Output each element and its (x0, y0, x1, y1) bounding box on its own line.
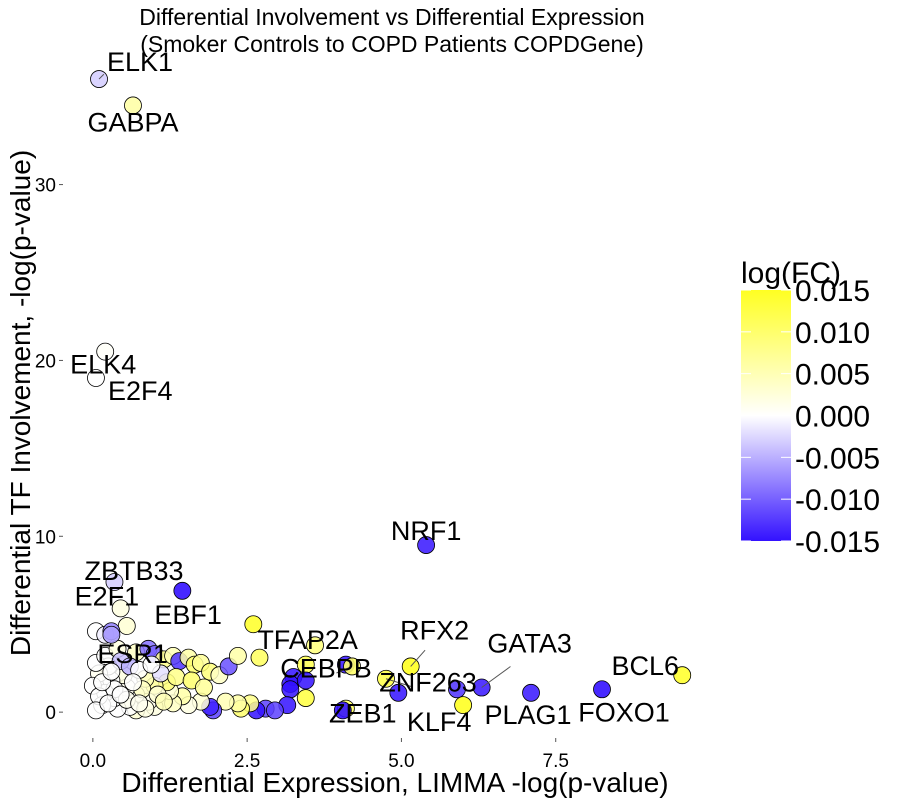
data-point-gabpa (124, 96, 142, 115)
legend-title: log(FC) (741, 257, 841, 290)
y-tick-label: 20 (35, 351, 56, 372)
data-point-bcl6 (673, 666, 692, 685)
data-point (154, 692, 173, 711)
data-point (296, 689, 315, 707)
data-point (448, 680, 466, 699)
chart-subtitle: (Smoker Controls to COPD Patients COPDGe… (140, 31, 644, 57)
y-axis-title: Differential TF Involvement, -log(p-valu… (5, 150, 36, 656)
data-point (266, 701, 284, 720)
data-point (111, 685, 130, 704)
legend-tick-label: 0.010 (795, 317, 870, 350)
data-point-foxo1 (593, 680, 611, 699)
label-leader-line (98, 73, 105, 80)
point-label-cebpb: CEBPB (280, 653, 372, 683)
data-point-zeb1 (333, 701, 352, 720)
data-point (250, 648, 269, 667)
data-point (102, 662, 121, 681)
point-label-zbtb33: ZBTB33 (84, 556, 183, 586)
x-tick-label: 5.0 (388, 751, 414, 772)
points-layer (83, 70, 692, 720)
label-leader-line (336, 665, 353, 674)
point-label-tfap2a: TFAP2A (257, 625, 358, 655)
data-point-nrf1 (417, 536, 436, 554)
point-label-elk4: ELK4 (70, 350, 136, 380)
legend-tick-label: -0.015 (795, 526, 880, 559)
label-leader-line (481, 666, 511, 688)
data-point-klf4 (454, 696, 473, 715)
data-point-plag1 (522, 683, 540, 702)
point-label-esr1: ESR1 (97, 639, 168, 669)
y-tick-label: 10 (35, 527, 56, 548)
data-point-ebf1 (173, 581, 192, 600)
point-label-gata3: GATA3 (487, 629, 572, 659)
x-axis-title: Differential Expression, LIMMA -log(p-va… (121, 767, 668, 798)
point-label-foxo1: FOXO1 (578, 697, 670, 727)
legend-tick-label: 0.000 (795, 401, 870, 434)
point-label-e2f1: E2F1 (75, 581, 140, 611)
point-label-plag1: PLAG1 (484, 700, 571, 730)
legend-tick-label: -0.005 (795, 442, 880, 475)
label-leader-line (385, 678, 412, 688)
x-tick-label: 7.5 (543, 751, 569, 772)
data-point-zbtb33 (105, 573, 124, 591)
data-point (167, 668, 186, 686)
legend-tick-label: 0.005 (795, 359, 870, 392)
point-label-e2f4: E2F4 (108, 376, 173, 406)
data-point-e2f1 (111, 599, 130, 618)
y-tick-label: 0 (45, 703, 56, 724)
data-point (306, 636, 324, 655)
chart-title: Differential Involvement vs Differential… (139, 4, 644, 30)
point-label-ebf1: EBF1 (154, 600, 222, 630)
data-point-tfap2a (244, 615, 263, 634)
data-point (99, 694, 118, 713)
point-label-rfx2: RFX2 (400, 615, 469, 645)
point-label-gabpa: GABPA (87, 107, 178, 137)
label-leader-line (410, 649, 426, 667)
x-tick-label: 2.5 (234, 751, 260, 772)
data-point (130, 694, 149, 713)
data-point (228, 646, 247, 665)
point-label-klf4: KLF4 (407, 707, 472, 737)
color-legend: log(FC) 0.015 0.010 0.005 0.000 -0.005 -0.010… (741, 257, 880, 559)
point-label-zeb1: ZEB1 (329, 698, 397, 728)
point-label-elk1: ELK1 (107, 47, 173, 77)
y-tick-label: 30 (35, 176, 56, 197)
axes: 0.0 2.5 5.0 7.5 0 10 20 30 (35, 176, 569, 772)
data-point (296, 671, 315, 690)
point-label-nrf1: NRF1 (391, 516, 462, 546)
point-label-bcl6: BCL6 (611, 651, 679, 681)
point-label-znf263: ZNF263 (379, 668, 477, 698)
data-point (389, 683, 408, 702)
legend-tick-label: -0.010 (795, 484, 880, 517)
data-point (117, 617, 136, 635)
data-point-elk4 (96, 342, 115, 361)
x-tick-label: 0.0 (80, 751, 106, 772)
data-point (195, 678, 213, 697)
legend-ticks: 0.015 0.010 0.005 0.000 -0.005 -0.010 -0.015 (741, 275, 880, 559)
data-point (124, 673, 142, 692)
legend-tick-label: 0.015 (795, 275, 870, 308)
data-point-e2f4 (87, 369, 105, 387)
data-point-esr1 (102, 625, 121, 644)
data-point (142, 655, 161, 674)
